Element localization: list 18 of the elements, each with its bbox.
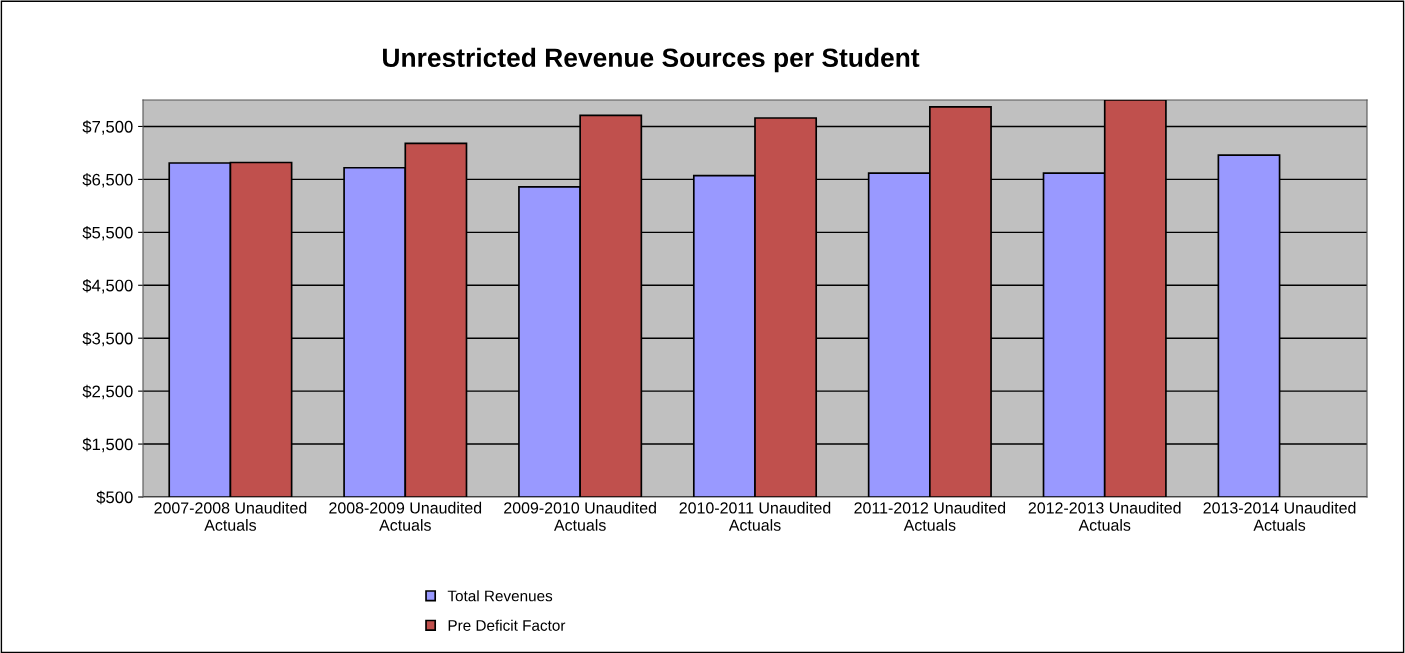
x-tick-label: 2010-2011 Unaudited Actuals	[679, 501, 831, 531]
y-tick-label: $2,500	[82, 384, 133, 400]
x-tick-label: 2007-2008 Unaudited Actuals	[154, 501, 307, 531]
y-tick-label: $5,500	[82, 226, 133, 241]
y-tick-label: $6,500	[82, 173, 133, 188]
legend-label: Total Revenues	[447, 590, 553, 602]
y-tick-label: $500	[96, 490, 133, 505]
legend-label: Pre Deficit Factor	[448, 619, 566, 631]
x-tick-label: 2008-2009 Unaudited Actuals	[329, 501, 482, 531]
y-tick-label: $3,500	[82, 331, 133, 347]
chart-title: Unrestricted Revenue Sources per Student	[383, 47, 920, 73]
x-tick-label: 2013-2014 Unaudited Actuals	[1203, 501, 1356, 531]
x-tick-label: 2011-2012 Unaudited Actuals	[854, 501, 1006, 531]
x-tick-label: 2012-2013 Unaudited Actuals	[1028, 501, 1181, 531]
y-tick-label: $1,500	[82, 437, 133, 453]
y-tick-label: $4,500	[82, 278, 133, 294]
y-tick-label: $7,500	[82, 120, 133, 135]
x-tick-label: 2009-2010 Unaudited Actuals	[504, 501, 656, 531]
